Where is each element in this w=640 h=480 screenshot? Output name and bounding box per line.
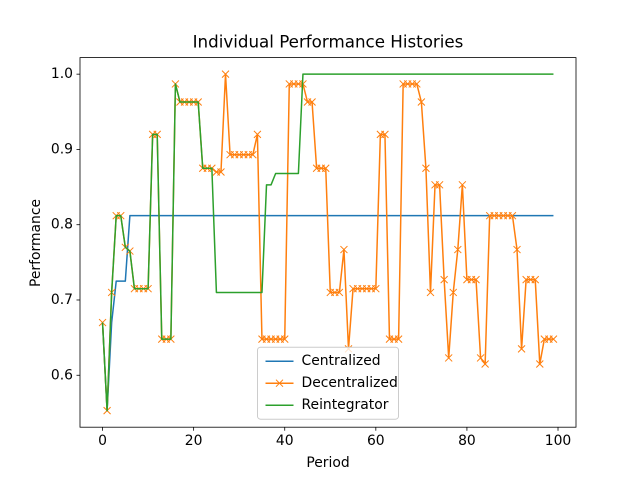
marker xyxy=(444,354,453,362)
marker xyxy=(426,288,435,297)
chart-title: Individual Performance Histories xyxy=(193,32,464,52)
marker xyxy=(531,275,540,284)
marker xyxy=(321,164,330,173)
marker xyxy=(549,335,558,343)
marker xyxy=(449,288,458,297)
marker xyxy=(221,70,230,79)
legend-box xyxy=(257,346,399,420)
x-tick-label: 80 xyxy=(458,433,476,449)
y-axis-label: Performance xyxy=(28,199,44,287)
marker xyxy=(513,245,521,254)
marker xyxy=(453,245,462,254)
x-tick-label: 100 xyxy=(545,433,572,449)
marker xyxy=(481,360,489,368)
y-tick-label: 0.7 xyxy=(51,292,73,308)
marker xyxy=(458,180,467,189)
marker xyxy=(253,130,262,139)
legend-label: Reintegrator xyxy=(302,397,389,413)
x-tick-label: 20 xyxy=(185,433,203,449)
marker xyxy=(248,150,257,159)
marker xyxy=(371,284,380,293)
y-tick-label: 0.9 xyxy=(51,141,73,157)
marker xyxy=(340,245,348,254)
marker xyxy=(275,379,284,388)
y-tick-label: 1.0 xyxy=(51,66,73,82)
x-tick-label: 0 xyxy=(98,433,107,449)
marker xyxy=(308,98,316,106)
marker xyxy=(280,335,289,343)
marker xyxy=(417,98,426,106)
marker xyxy=(517,345,526,353)
marker xyxy=(394,335,403,343)
legend-label: Centralized xyxy=(302,353,381,369)
x-tick-label: 40 xyxy=(276,433,294,449)
marker xyxy=(440,275,448,284)
legend: Centralized Decentralized Reintegrator xyxy=(257,346,399,420)
marker xyxy=(476,354,485,362)
marker xyxy=(472,275,480,284)
marker xyxy=(422,164,430,173)
x-tick-label: 60 xyxy=(367,433,385,449)
marker xyxy=(508,211,517,220)
y-tick-label: 0.8 xyxy=(51,217,73,233)
plot-area xyxy=(98,70,558,415)
x-axis-label: Period xyxy=(306,455,349,471)
legend-label: Decentralized xyxy=(302,375,398,391)
marker xyxy=(335,288,344,297)
axes-frame xyxy=(79,57,577,428)
series-line xyxy=(101,73,554,412)
marker xyxy=(217,168,225,176)
marker xyxy=(381,130,389,139)
marker xyxy=(535,360,544,368)
y-tick-label: 0.6 xyxy=(51,367,73,383)
marker xyxy=(435,180,444,189)
marker xyxy=(412,80,421,88)
